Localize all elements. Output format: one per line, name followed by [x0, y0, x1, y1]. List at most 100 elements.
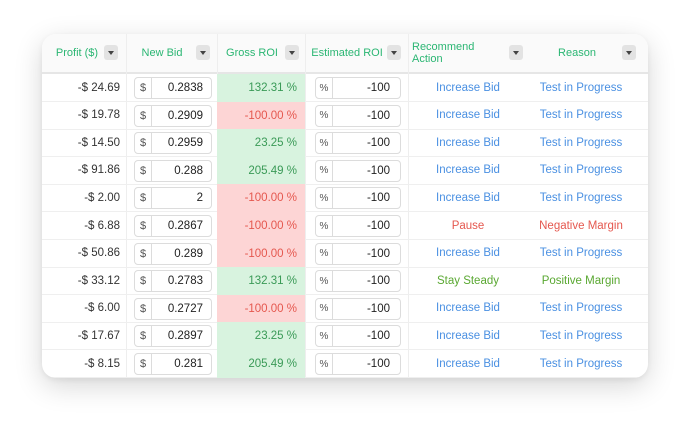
estimated-roi-input[interactable]: % -100: [315, 104, 401, 127]
percent-prefix: %: [316, 105, 333, 126]
header-profit[interactable]: Profit ($): [42, 34, 112, 72]
reason-dropdown-icon[interactable]: [622, 45, 636, 60]
estimated-roi-input[interactable]: % -100: [315, 215, 401, 237]
estimated-roi-input[interactable]: % -100: [315, 242, 401, 265]
percent-prefix: %: [316, 78, 333, 98]
profit-cell: -$ 14.50: [77, 136, 120, 149]
percent-prefix: %: [316, 298, 333, 319]
table-row[interactable]: -$ 24.69 $ 0.2838 132.31 % % -100 Increa…: [42, 74, 648, 102]
new-bid-value[interactable]: 0.2909: [167, 109, 203, 122]
new-bid-input[interactable]: $ 0.2959: [134, 132, 212, 155]
estimated-roi-input[interactable]: % -100: [315, 132, 401, 155]
estimated-roi-input[interactable]: % -100: [315, 325, 401, 348]
reason-cell: Test in Progress: [539, 191, 623, 204]
table-row[interactable]: -$ 17.67 $ 0.2897 23.25 % % -100 Increas…: [42, 322, 648, 351]
table-row[interactable]: -$ 14.50 $ 0.2959 23.25 % % -100 Increas…: [42, 129, 648, 158]
gross-roi-dropdown-icon[interactable]: [285, 45, 299, 60]
gross-roi-value: 23.25 %: [254, 330, 297, 343]
new-bid-input[interactable]: $ 0.2727: [134, 297, 212, 320]
table-row[interactable]: -$ 6.88 $ 0.2867 -100.00 % % -100 Pause …: [42, 212, 648, 240]
table-row[interactable]: -$ 6.00 $ 0.2727 -100.00 % % -100 Increa…: [42, 294, 648, 323]
profit-cell: -$ 8.15: [84, 357, 120, 370]
table-row[interactable]: -$ 91.86 $ 0.288 205.49 % % -100 Increas…: [42, 156, 648, 185]
gross-roi-cell: 205.49 %: [217, 156, 305, 185]
new-bid-input[interactable]: $ 2: [134, 187, 212, 210]
currency-prefix: $: [135, 271, 152, 292]
estimated-roi-value[interactable]: -100: [366, 137, 390, 150]
table-row[interactable]: -$ 19.78 $ 0.2909 -100.00 % % -100 Incre…: [42, 101, 648, 130]
header-estimated-roi-label: Estimated ROI: [311, 47, 383, 59]
profit-cell: -$ 50.86: [77, 247, 120, 260]
new-bid-input[interactable]: $ 0.289: [134, 242, 212, 265]
new-bid-value[interactable]: 0.2897: [167, 330, 203, 343]
gross-roi-cell: 23.25 %: [217, 129, 305, 158]
currency-prefix: $: [135, 105, 152, 126]
gross-roi-cell: -100.00 %: [217, 294, 305, 323]
recommend-action-cell: Increase Bid: [436, 247, 500, 260]
gross-roi-value: 205.49 %: [248, 358, 297, 370]
estimated-roi-value[interactable]: -100: [366, 109, 390, 122]
table-row[interactable]: -$ 33.12 $ 0.2783 132.31 % % -100 Stay S…: [42, 267, 648, 296]
estimated-roi-input[interactable]: % -100: [315, 297, 401, 320]
new-bid-input[interactable]: $ 0.2909: [134, 104, 212, 127]
estimated-roi-value[interactable]: -100: [366, 82, 390, 94]
recommend-action-cell: Increase Bid: [436, 329, 500, 342]
estimated-roi-value[interactable]: -100: [366, 192, 390, 205]
new-bid-input[interactable]: $ 0.2838: [134, 77, 212, 99]
percent-prefix: %: [316, 243, 333, 264]
recommend-action-dropdown-icon[interactable]: [509, 45, 523, 60]
new-bid-value[interactable]: 0.2727: [167, 302, 203, 315]
estimated-roi-input[interactable]: % -100: [315, 270, 401, 293]
new-bid-dropdown-icon[interactable]: [196, 45, 210, 60]
estimated-roi-value[interactable]: -100: [366, 220, 390, 232]
estimated-roi-value[interactable]: -100: [366, 302, 390, 315]
table-row[interactable]: -$ 8.15 $ 0.281 205.49 % % -100 Increase…: [42, 350, 648, 378]
currency-prefix: $: [135, 354, 152, 374]
header-reason[interactable]: Reason: [542, 34, 612, 72]
gross-roi-value: -100.00 %: [244, 220, 297, 232]
reason-cell: Test in Progress: [539, 109, 623, 122]
new-bid-input[interactable]: $ 0.2897: [134, 325, 212, 348]
estimated-roi-input[interactable]: % -100: [315, 353, 401, 375]
profit-dropdown-icon[interactable]: [104, 45, 118, 60]
reason-cell: Negative Margin: [539, 219, 623, 232]
table-row[interactable]: -$ 2.00 $ 2 -100.00 % % -100 Increase Bi…: [42, 184, 648, 213]
new-bid-input[interactable]: $ 0.288: [134, 159, 212, 182]
new-bid-input[interactable]: $ 0.2867: [134, 215, 212, 237]
new-bid-value[interactable]: 0.2867: [167, 220, 203, 232]
new-bid-value[interactable]: 0.2783: [167, 275, 203, 288]
reason-cell: Test in Progress: [539, 136, 623, 149]
new-bid-value[interactable]: 0.2959: [167, 137, 203, 150]
header-gross-roi[interactable]: Gross ROI: [222, 34, 282, 72]
table-row[interactable]: -$ 50.86 $ 0.289 -100.00 % % -100 Increa…: [42, 239, 648, 268]
new-bid-input[interactable]: $ 0.281: [134, 353, 212, 375]
new-bid-value[interactable]: 0.289: [174, 247, 203, 260]
estimated-roi-value[interactable]: -100: [366, 275, 390, 288]
profit-cell: -$ 17.67: [77, 329, 120, 342]
header-new-bid[interactable]: New Bid: [127, 34, 197, 72]
new-bid-value[interactable]: 0.288: [174, 164, 203, 177]
percent-prefix: %: [316, 354, 333, 374]
gross-roi-value: 132.31 %: [248, 275, 297, 288]
gross-roi-cell: -100.00 %: [217, 212, 305, 240]
bid-table-card: Profit ($) New Bid Gross ROI Estimated R…: [42, 34, 648, 378]
currency-prefix: $: [135, 298, 152, 319]
estimated-roi-value[interactable]: -100: [366, 330, 390, 343]
estimated-roi-dropdown-icon[interactable]: [387, 45, 401, 60]
header-estimated-roi[interactable]: Estimated ROI: [310, 34, 384, 72]
estimated-roi-input[interactable]: % -100: [315, 77, 401, 99]
new-bid-input[interactable]: $ 0.2783: [134, 270, 212, 293]
recommend-action-cell: Pause: [451, 219, 485, 232]
header-profit-label: Profit ($): [55, 47, 99, 59]
header-recommend-action[interactable]: Recommend Action: [412, 34, 506, 72]
estimated-roi-input[interactable]: % -100: [315, 159, 401, 182]
new-bid-value[interactable]: 0.281: [174, 358, 203, 370]
estimated-roi-value[interactable]: -100: [366, 247, 390, 260]
new-bid-value[interactable]: 0.2838: [167, 82, 203, 94]
recommend-action-cell: Increase Bid: [436, 164, 500, 177]
reason-cell: Test in Progress: [539, 329, 623, 342]
estimated-roi-value[interactable]: -100: [366, 358, 390, 370]
new-bid-value[interactable]: 2: [196, 192, 203, 205]
estimated-roi-value[interactable]: -100: [366, 164, 390, 177]
estimated-roi-input[interactable]: % -100: [315, 187, 401, 210]
